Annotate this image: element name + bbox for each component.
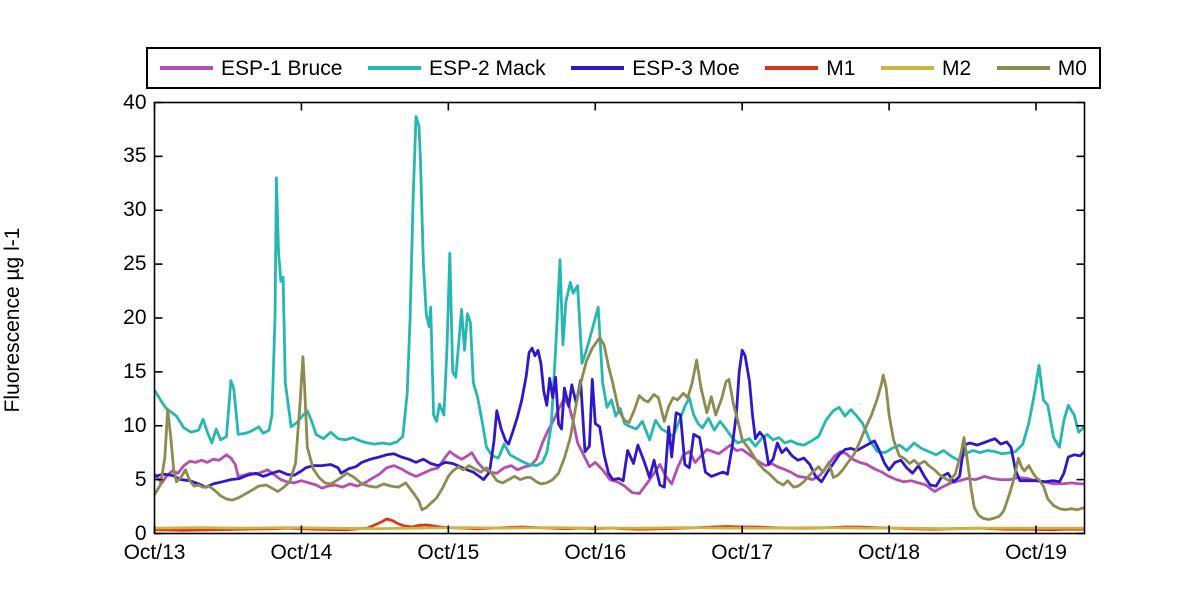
y-tick-label: 20 <box>123 306 147 329</box>
x-tick-label: Oct/16 <box>564 541 627 564</box>
legend-box: ESP-1 Bruce ESP-2 Mack ESP-3 Moe M1 M2 M0 <box>146 47 1101 89</box>
series-line-m0 <box>154 335 1085 521</box>
legend-line-swatch <box>160 66 213 70</box>
x-tick-label: Oct/15 <box>417 541 480 564</box>
y-tick-label: 35 <box>123 144 147 168</box>
y-tick-label: 0 <box>134 521 147 545</box>
y-tick-label: 5 <box>134 467 147 491</box>
y-tick-label: 25 <box>123 252 147 276</box>
x-tick-label: Oct/19 <box>1005 541 1067 564</box>
legend-label: M1 <box>826 56 856 80</box>
legend-line-swatch <box>996 66 1050 70</box>
x-tick-label: Oct/13 <box>123 541 186 564</box>
legend-label: ESP-3 Moe <box>632 56 740 80</box>
legend-label: ESP-1 Bruce <box>221 56 343 80</box>
y-tick-label: 40 <box>123 90 147 114</box>
y-tick-label: 10 <box>123 413 147 437</box>
legend-item-m0: M0 <box>996 56 1087 80</box>
legend-label: M0 <box>1057 56 1087 80</box>
x-tick-label: Oct/17 <box>711 541 774 564</box>
legend-label: ESP-2 Mack <box>428 56 546 80</box>
legend-line-swatch <box>765 66 819 70</box>
legend-item-m2: M2 <box>880 56 972 80</box>
legend-item-esp-1-bruce: ESP-1 Bruce <box>160 58 342 79</box>
legend-item-m1: M1 <box>765 58 855 79</box>
x-tick-label: Oct/14 <box>270 541 333 564</box>
y-tick-label: 30 <box>123 198 147 222</box>
y-axis-label: Fluorescence µg l-1 <box>1 227 24 413</box>
legend-line-swatch <box>571 66 625 70</box>
x-tick-label: Oct/18 <box>858 541 921 564</box>
legend-item-esp-3-moe: ESP-3 Moe <box>571 56 740 80</box>
legend-line-swatch <box>367 66 421 70</box>
legend-line-swatch <box>880 66 934 70</box>
legend-item-esp-2-mack: ESP-2 Mack <box>367 56 546 80</box>
series-line-m2 <box>154 526 1085 531</box>
series-line-esp-2-mack <box>154 115 1085 468</box>
legend-label: M2 <box>941 56 972 80</box>
y-tick-label: 15 <box>123 359 147 383</box>
